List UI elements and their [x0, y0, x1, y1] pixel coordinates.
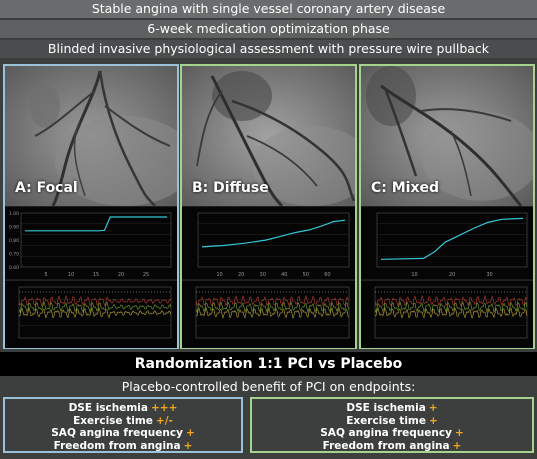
x-tick-label: 10	[411, 272, 417, 278]
pullback-trace	[201, 219, 346, 248]
panel-diffuse: B: Diffuse 10 20 30 40 50 60	[180, 64, 357, 349]
endpoint-label: Freedom from angina	[322, 439, 450, 452]
endpoint-benefit-mark: +	[454, 427, 464, 439]
y-tick-label: 1.00	[9, 211, 19, 217]
pullback-plot-diffuse: 10 20 30 40 50 60	[182, 206, 355, 279]
endpoint-label: SAQ angina frequency	[320, 427, 452, 439]
x-tick-label: 50	[303, 272, 309, 278]
x-tick-label: 40	[281, 272, 287, 278]
pullback-svg-focal: 5 10 15 20 25 1.00 0.90 0.80 0.70 0.60	[9, 211, 172, 278]
pressure-waveform	[374, 306, 528, 320]
panel-focal: A: Focal 5 10 15 20 25 1.00 0.90 0.80 0.70 0.60	[3, 64, 179, 349]
x-tick-label: 15	[93, 272, 99, 278]
endpoints-box-focal: DSE ischemia +++ Exercise time +/- SAQ angin…	[3, 397, 243, 453]
endpoint-benefit-mark: +/-	[155, 414, 173, 427]
angiogram-image-focal	[5, 66, 177, 206]
x-tick-label: 60	[324, 272, 330, 278]
y-tick-label: 0.70	[9, 252, 19, 258]
pullback-plot-mixed: 10 20 30	[361, 206, 533, 279]
endpoint-benefit-mark: +	[452, 439, 462, 452]
angiogram-image-mixed	[361, 66, 533, 206]
endpoint-label: Exercise time	[346, 414, 426, 427]
pressure-waveform	[374, 294, 528, 308]
endpoint-label: DSE ischemia	[68, 402, 148, 414]
panel-mixed: C: Mixed 10 20 30	[359, 64, 535, 349]
banner-medication-phase: 6-week medication optimization phase	[0, 20, 537, 39]
endpoint-benefit-mark: +	[428, 414, 438, 427]
endpoint-row: SAQ angina frequency +	[252, 427, 532, 440]
endpoint-row: DSE ischemia +	[252, 402, 532, 415]
x-tick-label: 20	[238, 272, 244, 278]
x-tick-label: 10	[68, 272, 74, 278]
y-tick-label: 0.60	[9, 265, 19, 271]
endpoints-title: Placebo-controlled benefit of PCI on end…	[121, 379, 416, 394]
endpoint-row: SAQ angina frequency +	[5, 427, 241, 440]
angiogram-image-diffuse	[182, 66, 355, 206]
x-tick-label: 5	[44, 272, 47, 278]
endpoint-row: DSE ischemia +++	[5, 402, 241, 415]
x-tick-label: 10	[216, 272, 222, 278]
banner-physiology-assessment: Blinded invasive physiological assessmen…	[0, 40, 537, 59]
endpoint-label: Freedom from angina	[53, 439, 181, 452]
panel-label-mixed: C: Mixed	[371, 180, 440, 196]
pullback-trace	[25, 216, 167, 232]
endpoint-label: Exercise time	[73, 414, 153, 427]
pressure-tracing-mixed	[361, 280, 533, 348]
pressure-tracing-focal	[5, 280, 177, 348]
endpoint-row: Freedom from angina +	[252, 440, 532, 453]
pressure-waveform	[18, 306, 172, 319]
pullback-trace	[380, 217, 524, 260]
x-tick-label: 20	[118, 272, 124, 278]
endpoint-label: DSE ischemia	[346, 402, 426, 414]
pressure-waveform	[195, 294, 350, 308]
pressure-waveform	[374, 300, 528, 313]
banner-population: Stable angina with single vessel coronar…	[0, 0, 537, 19]
pressure-waveform	[195, 306, 350, 320]
panel-label-focal: A: Focal	[15, 180, 78, 196]
x-tick-label: 30	[260, 272, 266, 278]
pressure-waveform	[18, 294, 172, 308]
y-tick-label: 0.90	[9, 225, 19, 231]
pullback-plot-focal: 5 10 15 20 25 1.00 0.90 0.80 0.70 0.60	[5, 206, 177, 279]
y-tick-label: 0.80	[9, 238, 19, 244]
x-tick-label: 25	[143, 272, 149, 278]
panel-label-diffuse: B: Diffuse	[192, 180, 269, 196]
pressure-waveform	[195, 300, 350, 313]
endpoint-row: Freedom from angina +	[5, 440, 241, 453]
randomization-banner: Randomization 1:1 PCI vs Placebo	[0, 352, 537, 376]
endpoint-benefit-mark: +	[428, 402, 438, 414]
endpoints-box-diffuse-mixed: DSE ischemia + Exercise time + SAQ angina fr…	[250, 397, 534, 453]
x-tick-label: 30	[486, 272, 492, 278]
x-tick-label: 20	[449, 272, 455, 278]
endpoint-row: Exercise time +/-	[5, 415, 241, 428]
pressure-waveform	[18, 300, 172, 313]
endpoint-benefit-mark: +	[183, 439, 193, 452]
endpoint-label: SAQ angina frequency	[51, 427, 183, 439]
endpoint-benefit-mark: +	[185, 427, 195, 439]
endpoint-row: Exercise time +	[252, 415, 532, 428]
pressure-tracing-diffuse	[182, 280, 355, 348]
endpoint-benefit-mark: +++	[151, 402, 178, 414]
